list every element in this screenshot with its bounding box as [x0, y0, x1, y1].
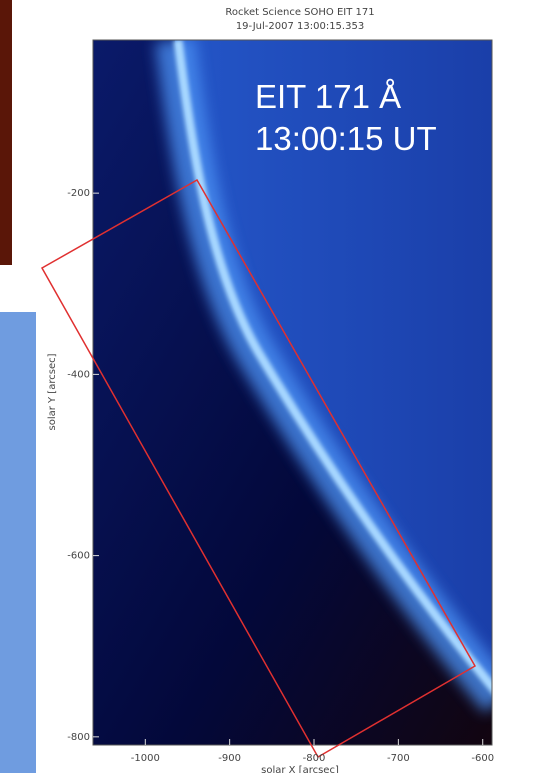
y-tick-label: -800 [67, 732, 90, 743]
y-tick-label: -400 [67, 369, 90, 380]
page: Rocket Science SOHO EIT 171 19-Jul-2007 … [0, 0, 546, 773]
side-panel [0, 312, 36, 773]
annotation: EIT 171 Å [255, 78, 401, 115]
x-tick-label: -800 [303, 753, 326, 764]
x-tick-label: -700 [387, 753, 410, 764]
x-axis-label: solar X [arcsec] [261, 765, 339, 773]
chart-subtitle: 19-Jul-2007 13:00:15.353 [236, 21, 364, 32]
y-axis-label: solar Y [arcsec] [47, 353, 58, 430]
x-tick-label: -600 [471, 753, 494, 764]
chart: Rocket Science SOHO EIT 171 19-Jul-2007 … [0, 0, 546, 773]
x-tick-label: -1000 [131, 753, 160, 764]
y-tick-label: -200 [67, 188, 90, 199]
side-panel [0, 0, 12, 265]
y-tick-label: -600 [67, 551, 90, 562]
annotation: 13:00:15 UT [255, 120, 437, 157]
x-tick-label: -900 [218, 753, 241, 764]
chart-title: Rocket Science SOHO EIT 171 [225, 7, 374, 18]
